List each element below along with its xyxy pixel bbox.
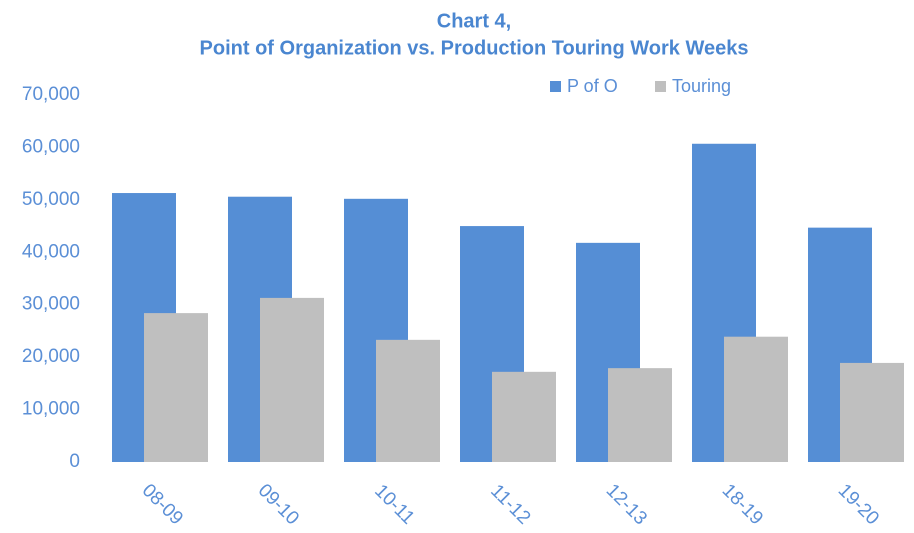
y-tick-label: 40,000 (22, 241, 80, 262)
chart-title: Chart 4, (437, 10, 511, 32)
legend-swatch (655, 81, 666, 92)
x-tick-label: 11-12 (486, 481, 534, 529)
y-tick-label: 30,000 (22, 294, 80, 315)
y-tick-label: 70,000 (22, 84, 80, 105)
y-tick-label: 0 (69, 451, 80, 472)
y-tick-label: 60,000 (22, 136, 80, 157)
x-tick-label: 18-19 (718, 480, 767, 529)
legend-swatch (550, 81, 561, 92)
bar (492, 371, 556, 462)
x-tick-label: 08-09 (138, 480, 187, 529)
x-tick-label: 09-10 (254, 480, 303, 529)
x-tick-label: 10-11 (370, 481, 418, 529)
chart-subtitle: Point of Organization vs. Production Tou… (200, 37, 749, 59)
legend-label: P of O (567, 76, 618, 96)
x-tick-label: 19-20 (834, 480, 883, 529)
bar (260, 297, 324, 462)
y-tick-label: 50,000 (22, 189, 80, 210)
bar (840, 362, 904, 462)
bar (376, 339, 440, 462)
x-tick-label: 12-13 (602, 480, 651, 529)
legend-label: Touring (672, 76, 731, 96)
bar (724, 336, 788, 462)
bar (608, 368, 672, 462)
y-tick-label: 20,000 (22, 346, 80, 367)
bar (144, 313, 208, 462)
y-tick-label: 10,000 (22, 399, 80, 420)
